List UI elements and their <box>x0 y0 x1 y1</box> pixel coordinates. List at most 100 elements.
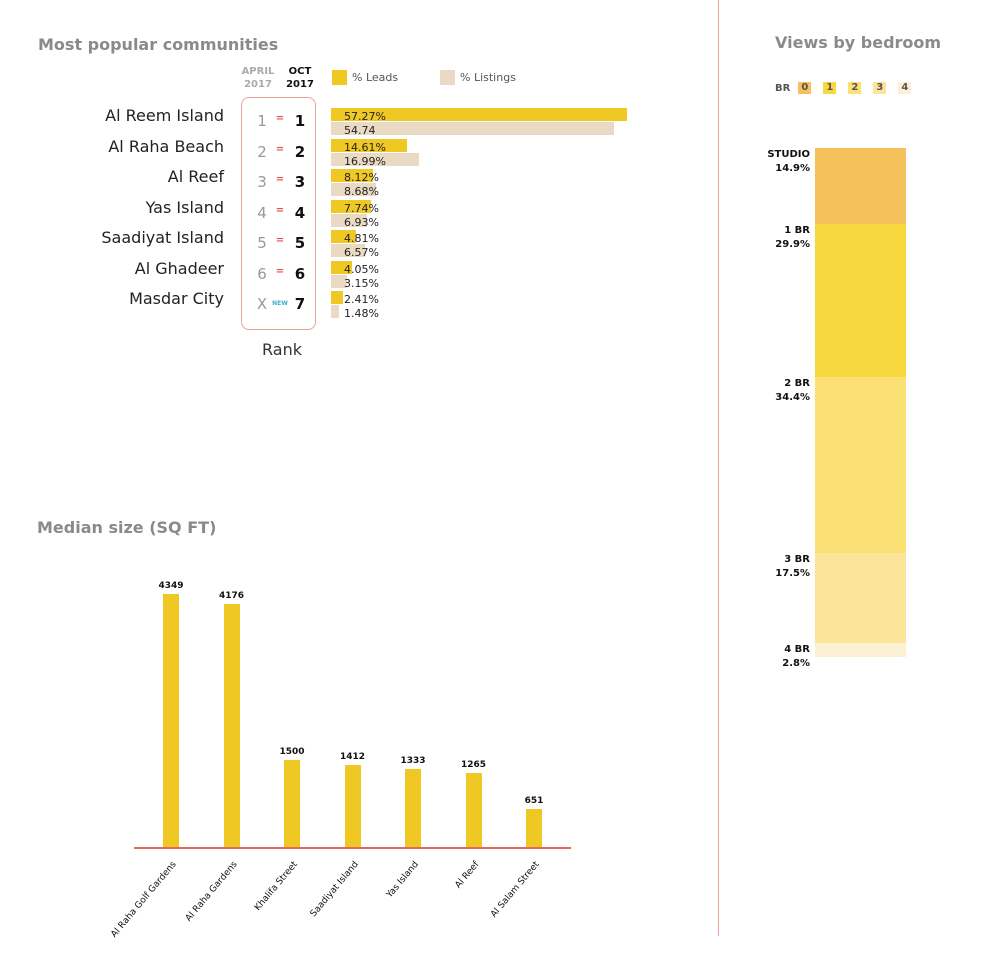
community-name: Al Ghadeer <box>134 258 224 278</box>
bedroom-segment-name: 2 BR <box>784 378 810 390</box>
community-name: Saadiyat Island <box>101 228 224 247</box>
legend-leads: % Leads <box>332 70 398 85</box>
median-size-value-label: 651 <box>524 796 544 807</box>
median-size-baseline <box>134 847 571 849</box>
bar-listings <box>331 213 367 227</box>
bedroom-segment <box>815 553 906 643</box>
bedroom-legend-key: 0 <box>798 82 812 94</box>
community-name: Al Reem Island <box>105 106 224 125</box>
bar-listings <box>331 183 376 196</box>
bedroom-segment <box>815 224 906 378</box>
bar-leads-label: 2.41% <box>344 293 379 306</box>
median-size-value-label: 1412 <box>339 751 366 762</box>
community-name: Yas Island <box>145 197 224 217</box>
bar-leads <box>331 138 407 152</box>
bedroom-legend-key: 1 <box>823 82 837 94</box>
header-prev-month: APRIL <box>241 66 275 77</box>
median-size-value-label: 4349 <box>158 581 184 591</box>
median-size-bar <box>344 764 361 847</box>
bar-listings-label: 3.15% <box>344 276 379 290</box>
median-size-category-label: Yas Island <box>384 859 421 901</box>
bar-leads-label: 57.27% <box>344 110 386 123</box>
community-name: Al Reef <box>167 167 224 186</box>
bar-listings <box>331 122 614 135</box>
legend-listings-swatch <box>440 70 455 85</box>
rank-prev: 2 <box>257 142 267 161</box>
bedroom-segment-value: 17.5% <box>775 568 810 580</box>
bedroom-segment <box>815 148 906 225</box>
bedroom-segment-label: 1 BR 29.9% <box>764 224 810 252</box>
median-size-bar <box>223 604 240 847</box>
bedroom-segment <box>815 377 906 554</box>
median-size-category-label: Al Salam Street <box>489 859 542 920</box>
rank-curr: 7 <box>294 295 306 313</box>
rank-unchanged: = <box>275 204 285 216</box>
median-size-value-label: 4176 <box>218 591 245 602</box>
bar-leads <box>331 260 352 274</box>
rank-box <box>241 97 316 330</box>
bar-leads-label: 8.12% <box>344 171 379 184</box>
bar-leads <box>331 291 344 304</box>
community-name: Al Raha Beach <box>108 136 224 156</box>
bedroom-segment-label: 3 BR 17.5% <box>764 553 810 581</box>
median-size-category-label: Al Reef <box>453 859 482 891</box>
median-size-bar <box>163 594 179 847</box>
bar-listings-label: 8.68% <box>344 185 379 198</box>
bar-listings-label: 6.93% <box>344 215 379 229</box>
median-size-bar <box>465 773 482 847</box>
rank-unchanged: = <box>275 235 285 246</box>
median-size-value-label: 1265 <box>460 760 487 771</box>
rank-curr: 5 <box>294 234 306 252</box>
bedroom-segment <box>815 642 906 657</box>
rank-unchanged: = <box>275 143 285 155</box>
bar-leads-label: 4.05% <box>344 262 379 276</box>
bedroom-segment-value: 14.9% <box>775 163 810 174</box>
rank-prev: X <box>256 295 268 313</box>
bedroom-legend-key: 2 <box>848 82 862 94</box>
rank-caption: Rank <box>262 340 302 359</box>
header-curr-month: OCT <box>288 66 312 77</box>
header-prev-year: 2017 <box>244 79 272 90</box>
bar-leads-label: 14.61% <box>344 140 386 154</box>
bedroom-segment-name: 4 BR <box>784 643 810 655</box>
median-size-bar <box>526 809 542 847</box>
rank-curr: 2 <box>294 142 306 161</box>
communities-title: Most popular communities <box>38 35 279 54</box>
rank-prev: 6 <box>257 264 267 283</box>
bedroom-segment-label: 2 BR 34.4% <box>764 377 810 405</box>
bedroom-segment-name: 3 BR <box>784 554 810 566</box>
legend-listings-label: % Listings <box>460 71 516 84</box>
bedroom-segment-label: 4 BR 2.8% <box>764 643 810 671</box>
bedroom-legend-key: 4 <box>898 82 912 94</box>
median-size-category-label: Al Raha Golf Gardens <box>109 859 179 940</box>
bedroom-segment-name: STUDIO <box>767 149 810 160</box>
bar-leads-label: 4.81% <box>344 232 379 245</box>
bar-leads <box>331 199 371 213</box>
median-size-title: Median size (SQ FT) <box>37 518 217 537</box>
bar-listings-label: 54.74 <box>344 124 376 137</box>
bar-leads-label: 7.74% <box>344 201 379 215</box>
bedroom-segment-value: 29.9% <box>775 239 810 251</box>
rank-curr: 4 <box>294 203 306 222</box>
median-size-bar <box>284 759 300 847</box>
community-name: Masdar City <box>129 289 224 308</box>
median-size-value-label: 1500 <box>279 746 305 757</box>
header-prev-period: APRIL 2017 <box>236 65 280 91</box>
legend-leads-swatch <box>332 70 347 85</box>
bar-leads <box>331 230 356 243</box>
bedroom-title: Views by bedroom <box>775 33 942 52</box>
bedroom-segment-value: 34.4% <box>775 392 810 404</box>
bedroom-segment-value: 2.8% <box>782 657 810 669</box>
header-curr-year: 2017 <box>286 79 314 90</box>
bar-listings-label: 6.57% <box>344 246 379 259</box>
rank-unchanged: = <box>275 265 285 277</box>
rank-unchanged: = <box>275 174 285 185</box>
bar-listings <box>331 274 348 288</box>
rank-prev: 5 <box>257 234 267 252</box>
header-curr-period: OCT 2017 <box>278 65 322 91</box>
bar-listings <box>331 152 419 166</box>
median-size-category-label: Khalifa Street <box>252 859 300 913</box>
bar-listings-label: 1.48% <box>344 307 379 320</box>
median-size-category-label: Saadiyat Island <box>308 859 361 920</box>
bar-listings <box>331 305 339 318</box>
